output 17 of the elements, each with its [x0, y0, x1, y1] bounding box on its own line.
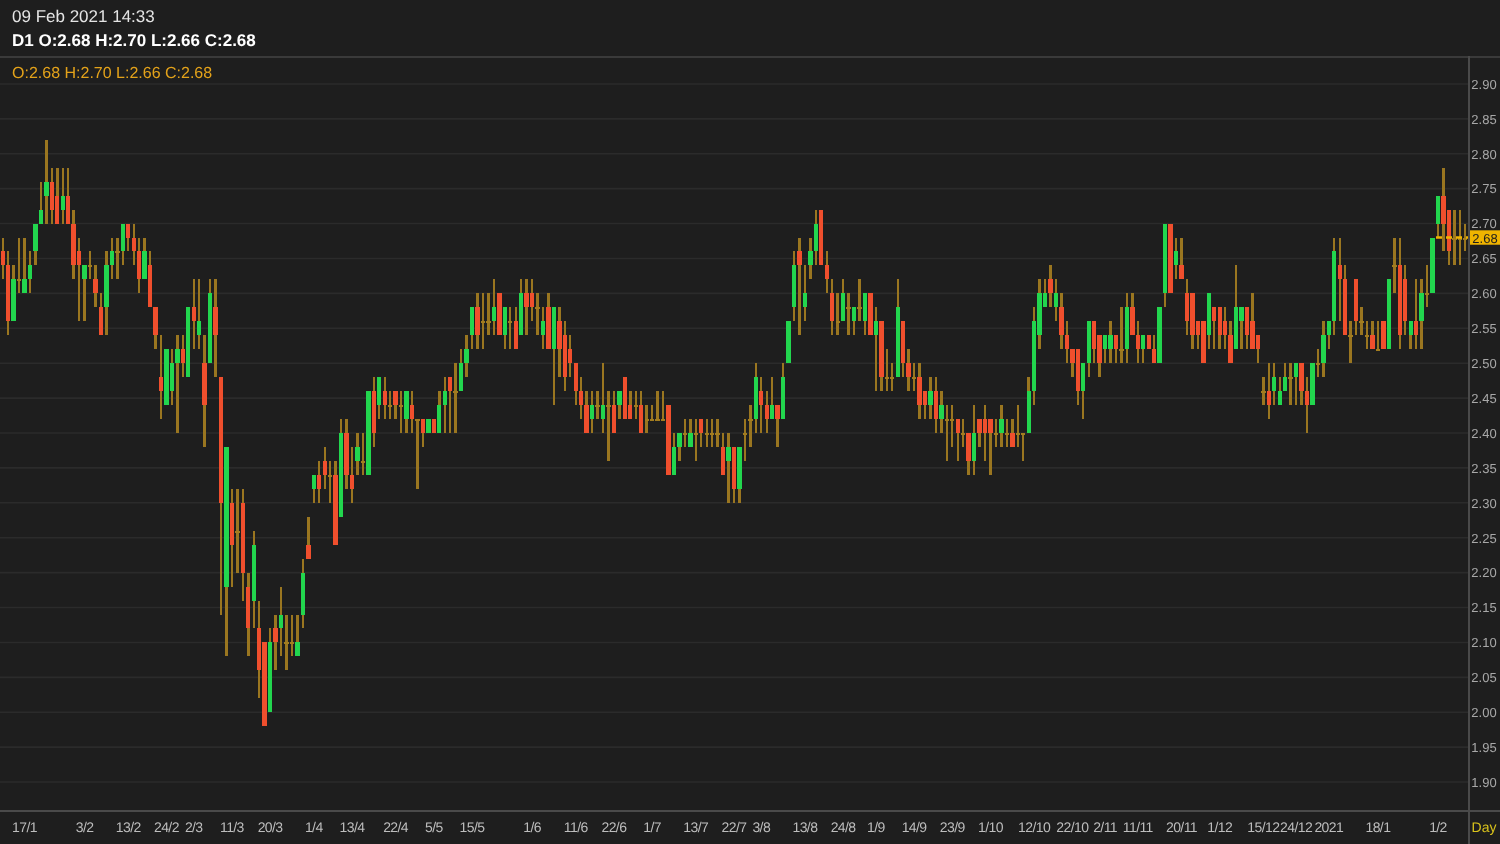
- candlestick: [797, 237, 802, 336]
- candlestick: [726, 433, 731, 503]
- candlestick: [175, 335, 180, 433]
- candlestick: [453, 363, 458, 433]
- candlestick: [846, 293, 851, 336]
- annotation: O:2.68 H:2.70 L:2.66 C:2.68: [12, 64, 214, 82]
- chart-title: 09 Feb 2021 14:33: [12, 6, 156, 26]
- candlestick: [44, 139, 49, 224]
- candlestick: [1348, 321, 1353, 364]
- candlestick: [115, 237, 120, 280]
- chart-subtitle: D1 O:2.68 H:2.70 L:2.66 C:2.68: [12, 30, 257, 50]
- candlestick: [1288, 363, 1293, 406]
- candlestick: [524, 279, 529, 336]
- candlestick: [655, 391, 660, 422]
- candlestick: [715, 419, 720, 447]
- candlestick: [22, 237, 27, 294]
- candlestick: [857, 279, 862, 322]
